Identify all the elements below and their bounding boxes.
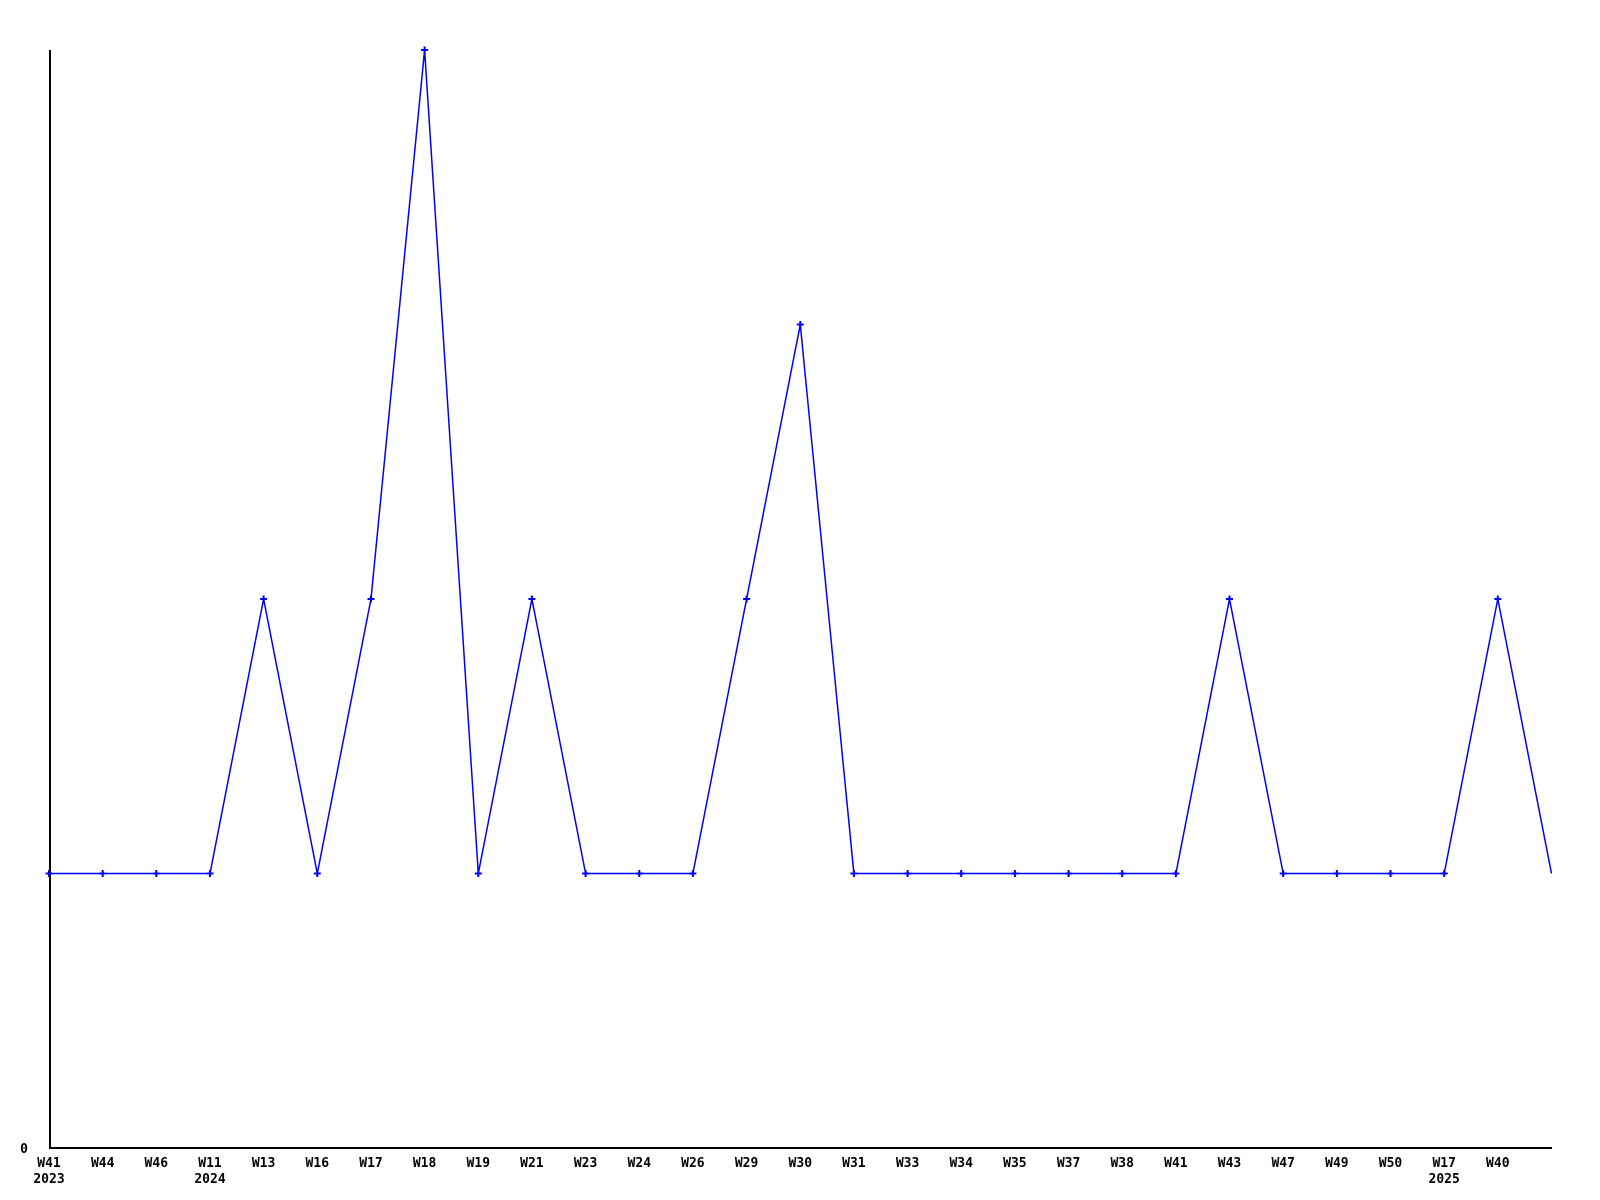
data-point-W24: [635, 870, 643, 877]
x-axis-tick-label-week: W17: [1432, 1156, 1455, 1171]
data-point-W38: [1118, 870, 1126, 877]
x-axis-tick-label-week: W21: [520, 1156, 544, 1171]
x-axis-tick-label-week: W17: [359, 1156, 382, 1171]
data-point-W43: [1226, 595, 1233, 603]
x-axis-tick-label-week: W19: [467, 1156, 490, 1171]
data-point-W41: [45, 870, 53, 877]
x-axis-tick-label-year: 2024: [194, 1172, 225, 1187]
x-axis-tick-label-week: W43: [1218, 1156, 1241, 1171]
data-point-W37: [1065, 870, 1073, 877]
data-point-W23: [582, 870, 590, 877]
x-axis-tick-label-week: W29: [735, 1156, 758, 1171]
x-axis-tick-label-week: W16: [306, 1156, 330, 1171]
x-axis-tick-label-week: W26: [681, 1156, 705, 1171]
x-axis-tick-label-week: W38: [1110, 1156, 1134, 1171]
data-point-W41: [1172, 870, 1180, 877]
x-axis-tick-label-week: W50: [1379, 1156, 1403, 1171]
data-point-W34: [957, 870, 965, 877]
x-axis-tick-label-year: 2025: [1429, 1172, 1460, 1187]
data-point-W44: [99, 870, 107, 877]
x-axis-tick-label-week: W30: [789, 1156, 813, 1171]
x-axis-tick-label-week: W35: [1003, 1156, 1026, 1171]
data-point-W13: [260, 595, 268, 603]
x-axis-tick-label-week: W18: [413, 1156, 437, 1171]
x-axis-tick-label-week: W24: [628, 1156, 652, 1171]
data-point-W21: [528, 595, 536, 603]
data-point-W11: [206, 870, 214, 877]
data-point-W35: [1011, 870, 1019, 877]
data-point-W33: [904, 870, 912, 877]
x-axis-tick-label-week: W41: [37, 1156, 61, 1171]
y-axis-tick-label-0: 0: [20, 1142, 28, 1157]
plot-area: [45, 46, 1553, 877]
x-axis-tick-label-week: W41: [1164, 1156, 1188, 1171]
data-point-W17: [367, 595, 375, 603]
x-axis-tick-label-week: W40: [1486, 1156, 1510, 1171]
data-point-W26: [689, 870, 697, 877]
x-axis-tick-label-week: W31: [842, 1156, 866, 1171]
x-axis-tick-label-week: W33: [896, 1156, 919, 1171]
data-point-W50: [1387, 870, 1394, 877]
x-axis-tick-label-week: W11: [198, 1156, 222, 1171]
x-axis-tick-label-week: W46: [145, 1156, 169, 1171]
data-point-W18: [421, 46, 429, 54]
x-axis-tick-label-week: W37: [1057, 1156, 1080, 1171]
data-point-W19: [474, 870, 482, 877]
x-axis-tick-label-week: W49: [1325, 1156, 1348, 1171]
x-axis-tick-label-year: 2023: [33, 1172, 64, 1187]
x-axis-tick-label-week: W34: [949, 1156, 973, 1171]
data-point-W40: [1494, 595, 1502, 603]
data-line-weekly-count: [49, 49, 1553, 875]
data-point-W17: [1440, 870, 1448, 877]
data-point-W49: [1333, 870, 1341, 877]
x-axis-tick-label-week: W44: [91, 1156, 115, 1171]
data-point-W46: [152, 870, 160, 877]
x-axis-tick-label-week: W23: [574, 1156, 597, 1171]
data-point-W16: [313, 870, 321, 877]
data-point-W29: [743, 595, 751, 603]
data-point-W30: [796, 321, 804, 328]
data-point-W31: [850, 870, 858, 877]
x-axis-tick-label-week: W47: [1271, 1156, 1294, 1171]
x-axis-tick-label-week: W13: [252, 1156, 275, 1171]
data-point-W47: [1279, 870, 1287, 877]
